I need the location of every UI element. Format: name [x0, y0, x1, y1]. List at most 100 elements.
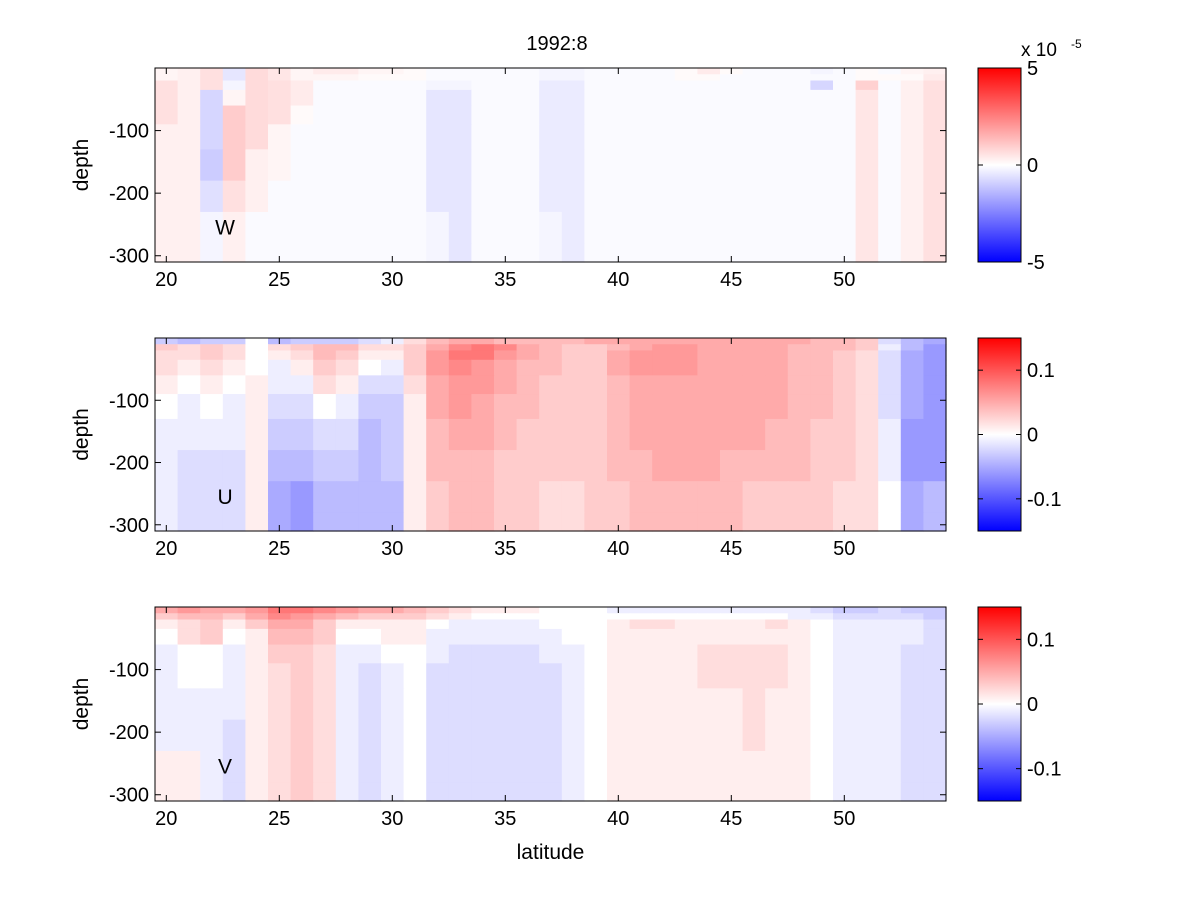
heatmap-cell — [403, 68, 427, 75]
heatmap-cell — [222, 613, 246, 621]
y-tick-label: -100 — [109, 121, 149, 143]
heatmap-cell — [607, 359, 631, 376]
heatmap-cell — [697, 68, 721, 75]
heatmap-cell — [177, 719, 201, 752]
heatmap-cell — [222, 688, 246, 721]
x-tick-label: 35 — [494, 808, 516, 830]
heatmap-cell — [313, 607, 337, 614]
heatmap-cell — [629, 68, 653, 75]
heatmap-cell — [652, 180, 676, 213]
panel-2: 20 25 30 35 40 45 50 -100 -200 -300 depth U 0.1 0 -0.1 — [70, 337, 1061, 560]
heatmap-cell — [584, 750, 608, 783]
heatmap-cell — [742, 243, 766, 263]
heatmap-cell — [245, 644, 269, 664]
heatmap-cell — [742, 512, 766, 532]
heatmap-cell — [313, 688, 337, 721]
heatmap-cell — [494, 80, 518, 91]
colorbar-tick-label: -5 — [1027, 252, 1045, 274]
heatmap-cell — [381, 394, 405, 420]
heatmap-cell — [516, 80, 540, 91]
heatmap-cell — [900, 688, 924, 721]
heatmap-cell — [674, 243, 698, 263]
heatmap-cell — [358, 688, 382, 721]
heatmap-cell — [448, 375, 472, 395]
x-tick-label: 20 — [155, 269, 177, 291]
heatmap-cell — [381, 450, 405, 482]
y-tick-label: -200 — [109, 722, 149, 744]
heatmap-cell — [335, 180, 359, 213]
heatmap-cell — [516, 105, 540, 125]
heatmap-cell — [313, 512, 337, 532]
heatmap-cell — [607, 243, 631, 263]
heatmap-cell — [177, 359, 201, 376]
heatmap-cell — [652, 211, 676, 244]
heatmap-cell — [290, 688, 314, 721]
y-tick-label: -300 — [109, 785, 149, 807]
heatmap-cell — [742, 350, 766, 361]
x-tick-label: 50 — [833, 808, 855, 830]
heatmap-cell — [426, 211, 450, 244]
heatmap-cell — [335, 375, 359, 395]
heatmap-cell — [335, 338, 359, 345]
panel-1-cells — [155, 68, 947, 263]
heatmap-cell — [426, 180, 450, 213]
heatmap-cell — [878, 663, 902, 689]
heatmap-cell — [742, 782, 766, 802]
heatmap-cell — [833, 418, 857, 451]
heatmap-cell — [448, 68, 472, 75]
heatmap-cell — [878, 394, 902, 420]
heatmap-cell — [923, 663, 947, 689]
heatmap-cell — [426, 338, 450, 345]
heatmap-cell — [290, 105, 314, 125]
heatmap-cell — [855, 350, 879, 361]
heatmap-cell — [177, 512, 201, 532]
heatmap-cell — [697, 619, 721, 630]
heatmap-cell — [471, 613, 495, 621]
heatmap-cell — [516, 619, 540, 630]
heatmap-cell — [516, 350, 540, 361]
heatmap-cell — [290, 418, 314, 451]
heatmap-cell — [335, 149, 359, 182]
heatmap-cell — [539, 243, 563, 263]
heatmap-cell — [652, 418, 676, 451]
x-tick-label: 45 — [720, 538, 742, 560]
heatmap-cell — [765, 663, 789, 689]
heatmap-cell — [313, 782, 337, 802]
heatmap-cell — [742, 344, 766, 352]
heatmap-cell — [561, 450, 585, 482]
heatmap-cell — [448, 613, 472, 621]
panel-1-colorbar-exponent: -5 — [1071, 37, 1082, 51]
heatmap-cell — [381, 750, 405, 783]
heatmap-cell — [923, 782, 947, 802]
heatmap-cell — [833, 350, 857, 361]
heatmap-cell — [177, 243, 201, 263]
x-tick-label: 40 — [607, 269, 629, 291]
heatmap-cell — [561, 180, 585, 213]
heatmap-cell — [629, 80, 653, 91]
heatmap-cell — [697, 89, 721, 107]
heatmap-cell — [652, 338, 676, 345]
heatmap-cell — [855, 359, 879, 376]
heatmap-cell — [448, 350, 472, 361]
heatmap-cell — [426, 89, 450, 107]
heatmap-cell — [923, 450, 947, 482]
heatmap-cell — [471, 619, 495, 630]
heatmap-cell — [878, 344, 902, 352]
heatmap-cell — [697, 512, 721, 532]
heatmap-cell — [855, 719, 879, 752]
heatmap-cell — [403, 338, 427, 345]
heatmap-cell — [448, 149, 472, 182]
heatmap-cell — [494, 149, 518, 182]
heatmap-cell — [313, 80, 337, 91]
heatmap-cell — [200, 80, 224, 91]
heatmap-cell — [810, 607, 834, 614]
heatmap-cell — [584, 644, 608, 664]
heatmap-cell — [200, 644, 224, 664]
heatmap-cell — [539, 450, 563, 482]
heatmap-cell — [833, 80, 857, 91]
heatmap-cell — [381, 628, 405, 646]
heatmap-cell — [313, 418, 337, 451]
heatmap-cell — [697, 359, 721, 376]
heatmap-cell — [471, 338, 495, 345]
heatmap-cell — [833, 782, 857, 802]
